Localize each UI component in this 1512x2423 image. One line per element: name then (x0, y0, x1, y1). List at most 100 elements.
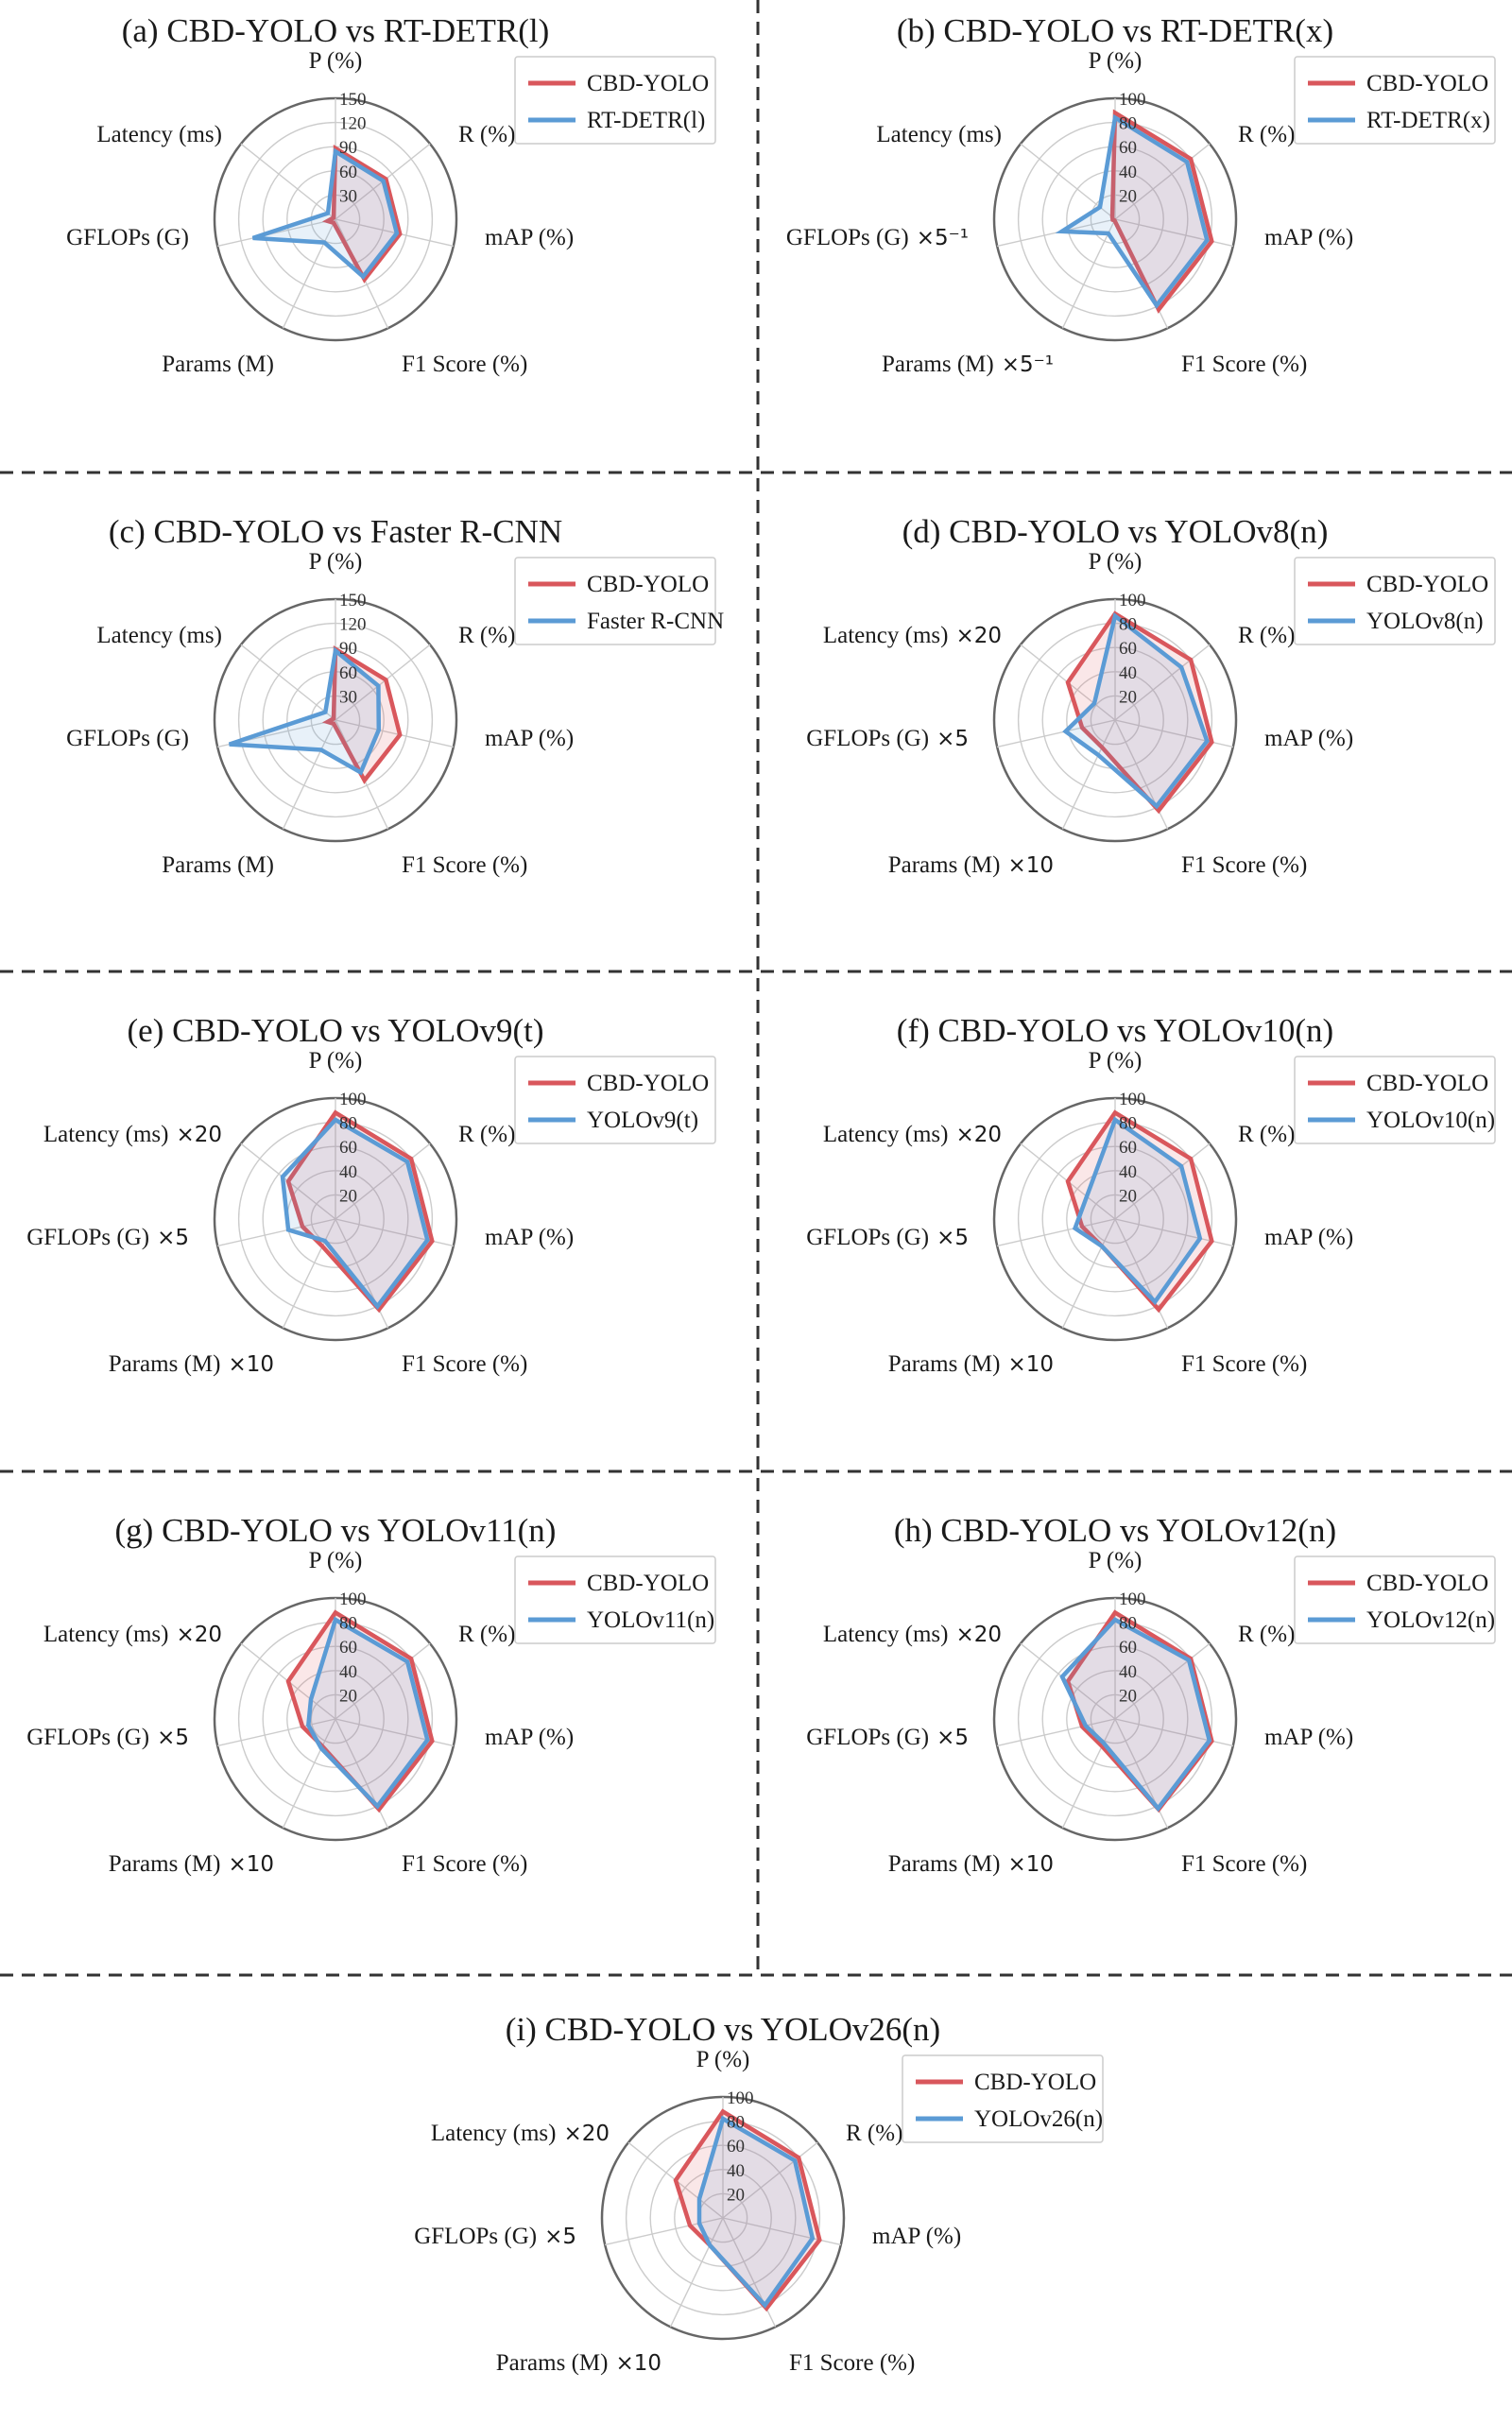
series-area-baseline (696, 2115, 816, 2309)
axis-spoke (1114, 1642, 1211, 1720)
axis-spoke (1061, 218, 1116, 329)
axis-label-name: R (%) (458, 122, 515, 147)
panel-separators (0, 0, 1512, 1977)
axis-label: R (%) (458, 1122, 515, 1147)
tick-label: 90 (339, 639, 357, 659)
tick-label: 20 (727, 2185, 745, 2205)
axis-label-name: P (%) (1089, 1048, 1143, 1074)
chart-title: (e) CBD-YOLO vs YOLOv9(t) (128, 1012, 544, 1049)
axis-multiplier: ×10 (1007, 853, 1054, 878)
tick-label: 100 (1119, 1090, 1146, 1109)
axis-label-name: Params (M) (109, 1851, 221, 1877)
axis-label: R (%) (1238, 122, 1295, 147)
axis-spoke (1061, 719, 1116, 830)
axis-label-name: P (%) (1089, 549, 1143, 575)
radar-panel-f: (f) CBD-YOLO vs YOLOv10(n) 20 40 60 80 100 P (… (806, 1012, 1496, 1377)
axis-label: R (%) (1238, 1122, 1295, 1147)
chart-title: (h) CBD-YOLO vs YOLOv12(n) (894, 1512, 1336, 1549)
axis-multiplier: ×20 (563, 2122, 610, 2146)
axis-label-name: P (%) (309, 48, 363, 74)
chart-title: (g) CBD-YOLO vs YOLOv11(n) (115, 1512, 557, 1549)
axis-label-name: mAP (%) (1264, 1725, 1353, 1750)
axis-label-name: P (%) (309, 1548, 363, 1573)
axis-label-name: mAP (%) (1264, 225, 1353, 250)
axis-label: P (%) (309, 1548, 363, 1573)
axis-label-name: P (%) (309, 549, 363, 575)
axis-label: P (%) (1089, 1048, 1143, 1074)
axis-multiplier: ×20 (955, 1623, 1002, 1647)
axis-label: Latency (ms) (876, 122, 1002, 147)
legend: CBD-YOLO RT-DETR(l) (514, 56, 716, 145)
axis-multiplier: ×5 (157, 1726, 189, 1750)
series-area-cbd-yolo (321, 644, 403, 784)
tick-label: 100 (339, 1090, 367, 1109)
legend-label: YOLOv26(n) (974, 2106, 1103, 2132)
axis-label-name: GFLOPs (G) (786, 225, 909, 250)
axis-label-name: R (%) (1238, 623, 1295, 648)
axis-multiplier: ×10 (228, 1352, 274, 1377)
legend: CBD-YOLO YOLOv26(n) (902, 2054, 1104, 2143)
axis-spoke (1061, 1718, 1116, 1829)
axis-label: R (%) (458, 1622, 515, 1647)
legend-label: YOLOv8(n) (1366, 609, 1484, 634)
tick-label: 60 (1119, 639, 1137, 659)
axis-spoke (335, 1143, 431, 1220)
tick-label: 40 (339, 1662, 357, 1682)
axis-label: GFLOPs (G) ×5 (414, 2224, 576, 2249)
axis-label-name: Params (M) (162, 852, 274, 878)
tick-label: 80 (1119, 615, 1137, 635)
tick-label: 80 (339, 1114, 357, 1134)
tick-label: 20 (1119, 186, 1137, 206)
axis-spoke (1061, 1218, 1116, 1329)
axis-label-name: Params (M) (109, 1351, 221, 1377)
axis-label: Params (M) ×10 (888, 1851, 1054, 1877)
axis-label: Latency (ms) ×20 (43, 1622, 222, 1647)
tick-label: 100 (1119, 90, 1146, 110)
axis-label: mAP (%) (872, 2224, 961, 2249)
axis-multiplier: ×5⁻¹ (1002, 352, 1054, 377)
axis-label: Params (M) (162, 852, 274, 878)
axis-label-name: GFLOPs (G) (66, 225, 189, 250)
series-area-baseline (305, 1616, 430, 1810)
axis-label: Latency (ms) ×20 (43, 1122, 222, 1147)
chart-title: (a) CBD-YOLO vs RT-DETR(l) (122, 12, 550, 49)
radar-panel-i: (i) CBD-YOLO vs YOLOv26(n) 20 40 60 80 100 P (… (414, 2011, 1104, 2376)
axis-label: P (%) (309, 549, 363, 575)
tick-label: 60 (339, 1638, 357, 1658)
tick-label: 80 (1119, 114, 1137, 134)
axis-label: P (%) (1089, 549, 1143, 575)
tick-label: 40 (1119, 663, 1137, 683)
axis-spoke (997, 1218, 1116, 1247)
tick-label: 20 (1119, 1186, 1137, 1206)
axis-spoke (282, 1218, 336, 1329)
axis-label-name: P (%) (1089, 1548, 1143, 1573)
axis-label-name: R (%) (846, 2121, 902, 2146)
axis-label: GFLOPs (G) ×5 (806, 1225, 969, 1250)
tick-label: 150 (339, 591, 367, 610)
axis-multiplier: ×20 (955, 1123, 1002, 1147)
axis-label: GFLOPs (G) ×5 (26, 1225, 189, 1250)
axis-label-name: mAP (%) (485, 1225, 574, 1250)
series-area-baseline (1072, 1116, 1203, 1306)
axis-label-name: Latency (ms) (431, 2121, 557, 2146)
axis-multiplier: ×5 (544, 2225, 576, 2249)
axis-spoke (217, 1218, 336, 1247)
legend: CBD-YOLO YOLOv11(n) (514, 1555, 716, 1644)
axis-label: Latency (ms) ×20 (431, 2121, 610, 2146)
axis-label-name: F1 Score (%) (1181, 352, 1307, 377)
axis-label: F1 Score (%) (402, 1851, 527, 1877)
axis-label-name: Params (M) (882, 352, 994, 377)
axis-label: mAP (%) (485, 1225, 574, 1250)
axis-label: Latency (ms) ×20 (823, 1122, 1002, 1147)
tick-label: 120 (339, 615, 367, 635)
axis-label-name: Latency (ms) (96, 122, 222, 147)
axis-spoke (335, 1642, 431, 1720)
axis-label-name: Latency (ms) (823, 1622, 949, 1647)
axis-label: P (%) (1089, 1548, 1143, 1573)
legend-label: CBD-YOLO (974, 2070, 1096, 2095)
axis-label-name: Latency (ms) (823, 623, 949, 648)
tick-label: 20 (339, 1686, 357, 1706)
axis-label: R (%) (1238, 623, 1295, 648)
legend-label: YOLOv10(n) (1366, 1108, 1495, 1133)
axis-label-name: Latency (ms) (43, 1122, 169, 1147)
